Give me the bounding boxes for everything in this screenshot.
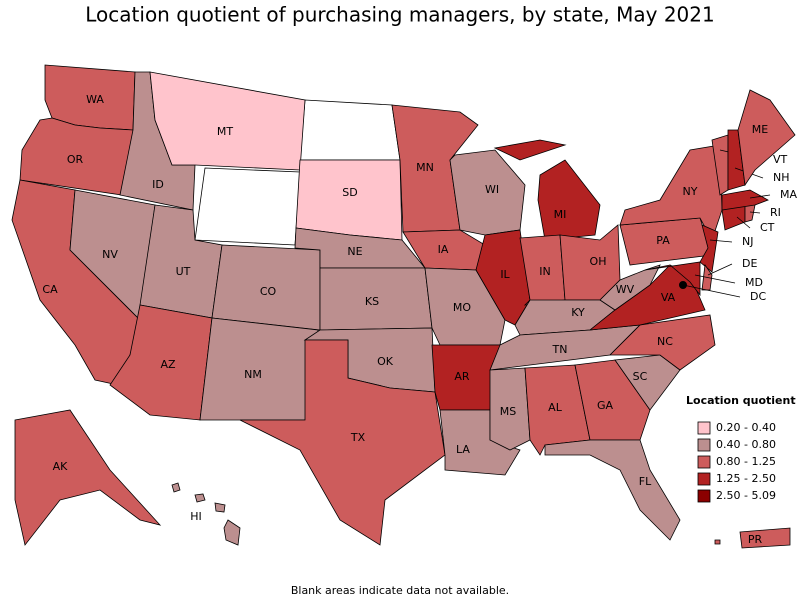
state (739, 527, 791, 549)
state-label: MA (780, 188, 797, 201)
state-label: NH (773, 171, 790, 184)
state-label: OR (67, 153, 84, 166)
state-label: SC (633, 370, 648, 383)
legend-swatch (697, 472, 711, 486)
state-label: GA (597, 399, 614, 412)
state-label: NE (347, 245, 362, 258)
state-no-data (299, 99, 401, 161)
state-label: AZ (160, 358, 176, 371)
state-label: CO (260, 285, 277, 298)
leader-line (749, 194, 771, 199)
state-label: WV (616, 283, 635, 296)
state-label: AR (454, 370, 470, 383)
state-label: KY (571, 306, 585, 319)
state-label: MO (453, 301, 471, 314)
state-label: NY (683, 185, 698, 198)
state-label: VA (661, 291, 676, 304)
legend-label: 0.20 - 0.40 (716, 421, 776, 434)
state (537, 159, 601, 241)
legend-label: 0.80 - 1.25 (716, 455, 776, 468)
state-label: VT (773, 153, 788, 166)
state (744, 204, 756, 223)
state-label: TN (552, 343, 568, 356)
state-label: DE (742, 257, 757, 270)
state-label: CT (760, 221, 775, 234)
state (239, 339, 446, 546)
map-title: Location quotient of purchasing managers… (85, 3, 714, 27)
state-label: TX (350, 431, 366, 444)
state (714, 539, 721, 545)
state-label: PA (656, 234, 670, 247)
state (493, 139, 567, 161)
state-label: NJ (742, 235, 753, 248)
state-label: OH (590, 255, 607, 268)
state-label: UT (176, 265, 191, 278)
state-label: RI (770, 206, 781, 219)
leader-line (749, 211, 761, 214)
state-label: CA (42, 283, 58, 296)
state-label: WA (86, 93, 104, 106)
legend-title: Location quotient (686, 394, 796, 407)
state-label: NV (102, 248, 118, 261)
state (14, 409, 162, 546)
state-label: ID (152, 178, 164, 191)
state-label: MT (217, 125, 233, 138)
state (223, 519, 241, 546)
legend-label: 0.40 - 0.80 (716, 438, 776, 451)
state (214, 502, 226, 513)
state (194, 493, 206, 503)
state-label: MN (416, 161, 434, 174)
leader-line (709, 239, 733, 243)
state (171, 482, 181, 493)
state-label: LA (456, 443, 470, 456)
state-label: SD (342, 186, 357, 199)
state-label: NM (244, 368, 262, 381)
legend-swatch (697, 455, 711, 469)
state (721, 189, 769, 211)
leader-line (736, 216, 751, 229)
state-label: OK (377, 355, 394, 368)
state-label: NC (657, 335, 673, 348)
leader-line (707, 263, 733, 276)
legend-label: 2.50 - 5.09 (716, 489, 776, 502)
state-label: MS (500, 405, 516, 418)
state-no-data (194, 167, 301, 246)
state-label: HI (190, 510, 202, 523)
state (544, 439, 681, 541)
legend-swatch (697, 489, 711, 503)
state-label: AL (548, 401, 563, 414)
state (574, 359, 651, 441)
state-label: MI (554, 208, 567, 221)
state-label: IL (500, 268, 510, 281)
legend-swatch (697, 421, 711, 435)
leader-line (694, 274, 736, 284)
state-label: IN (539, 265, 550, 278)
state-label: WI (485, 183, 499, 196)
state-label: KS (365, 295, 379, 308)
state-label: PR (748, 533, 763, 546)
state-label: AK (53, 460, 69, 473)
state-label: DC (750, 290, 766, 303)
state (644, 261, 701, 297)
state-label: FL (639, 475, 652, 488)
state-label: MD (745, 276, 763, 289)
state-label: ME (752, 123, 768, 136)
legend-label: 1.25 - 2.50 (716, 472, 776, 485)
state (737, 89, 796, 187)
leader-line (682, 284, 741, 298)
state-label: IA (438, 243, 449, 256)
state (295, 159, 403, 241)
footnote: Blank areas indicate data not available. (291, 584, 509, 597)
legend-swatch (697, 438, 711, 452)
state (149, 71, 306, 171)
